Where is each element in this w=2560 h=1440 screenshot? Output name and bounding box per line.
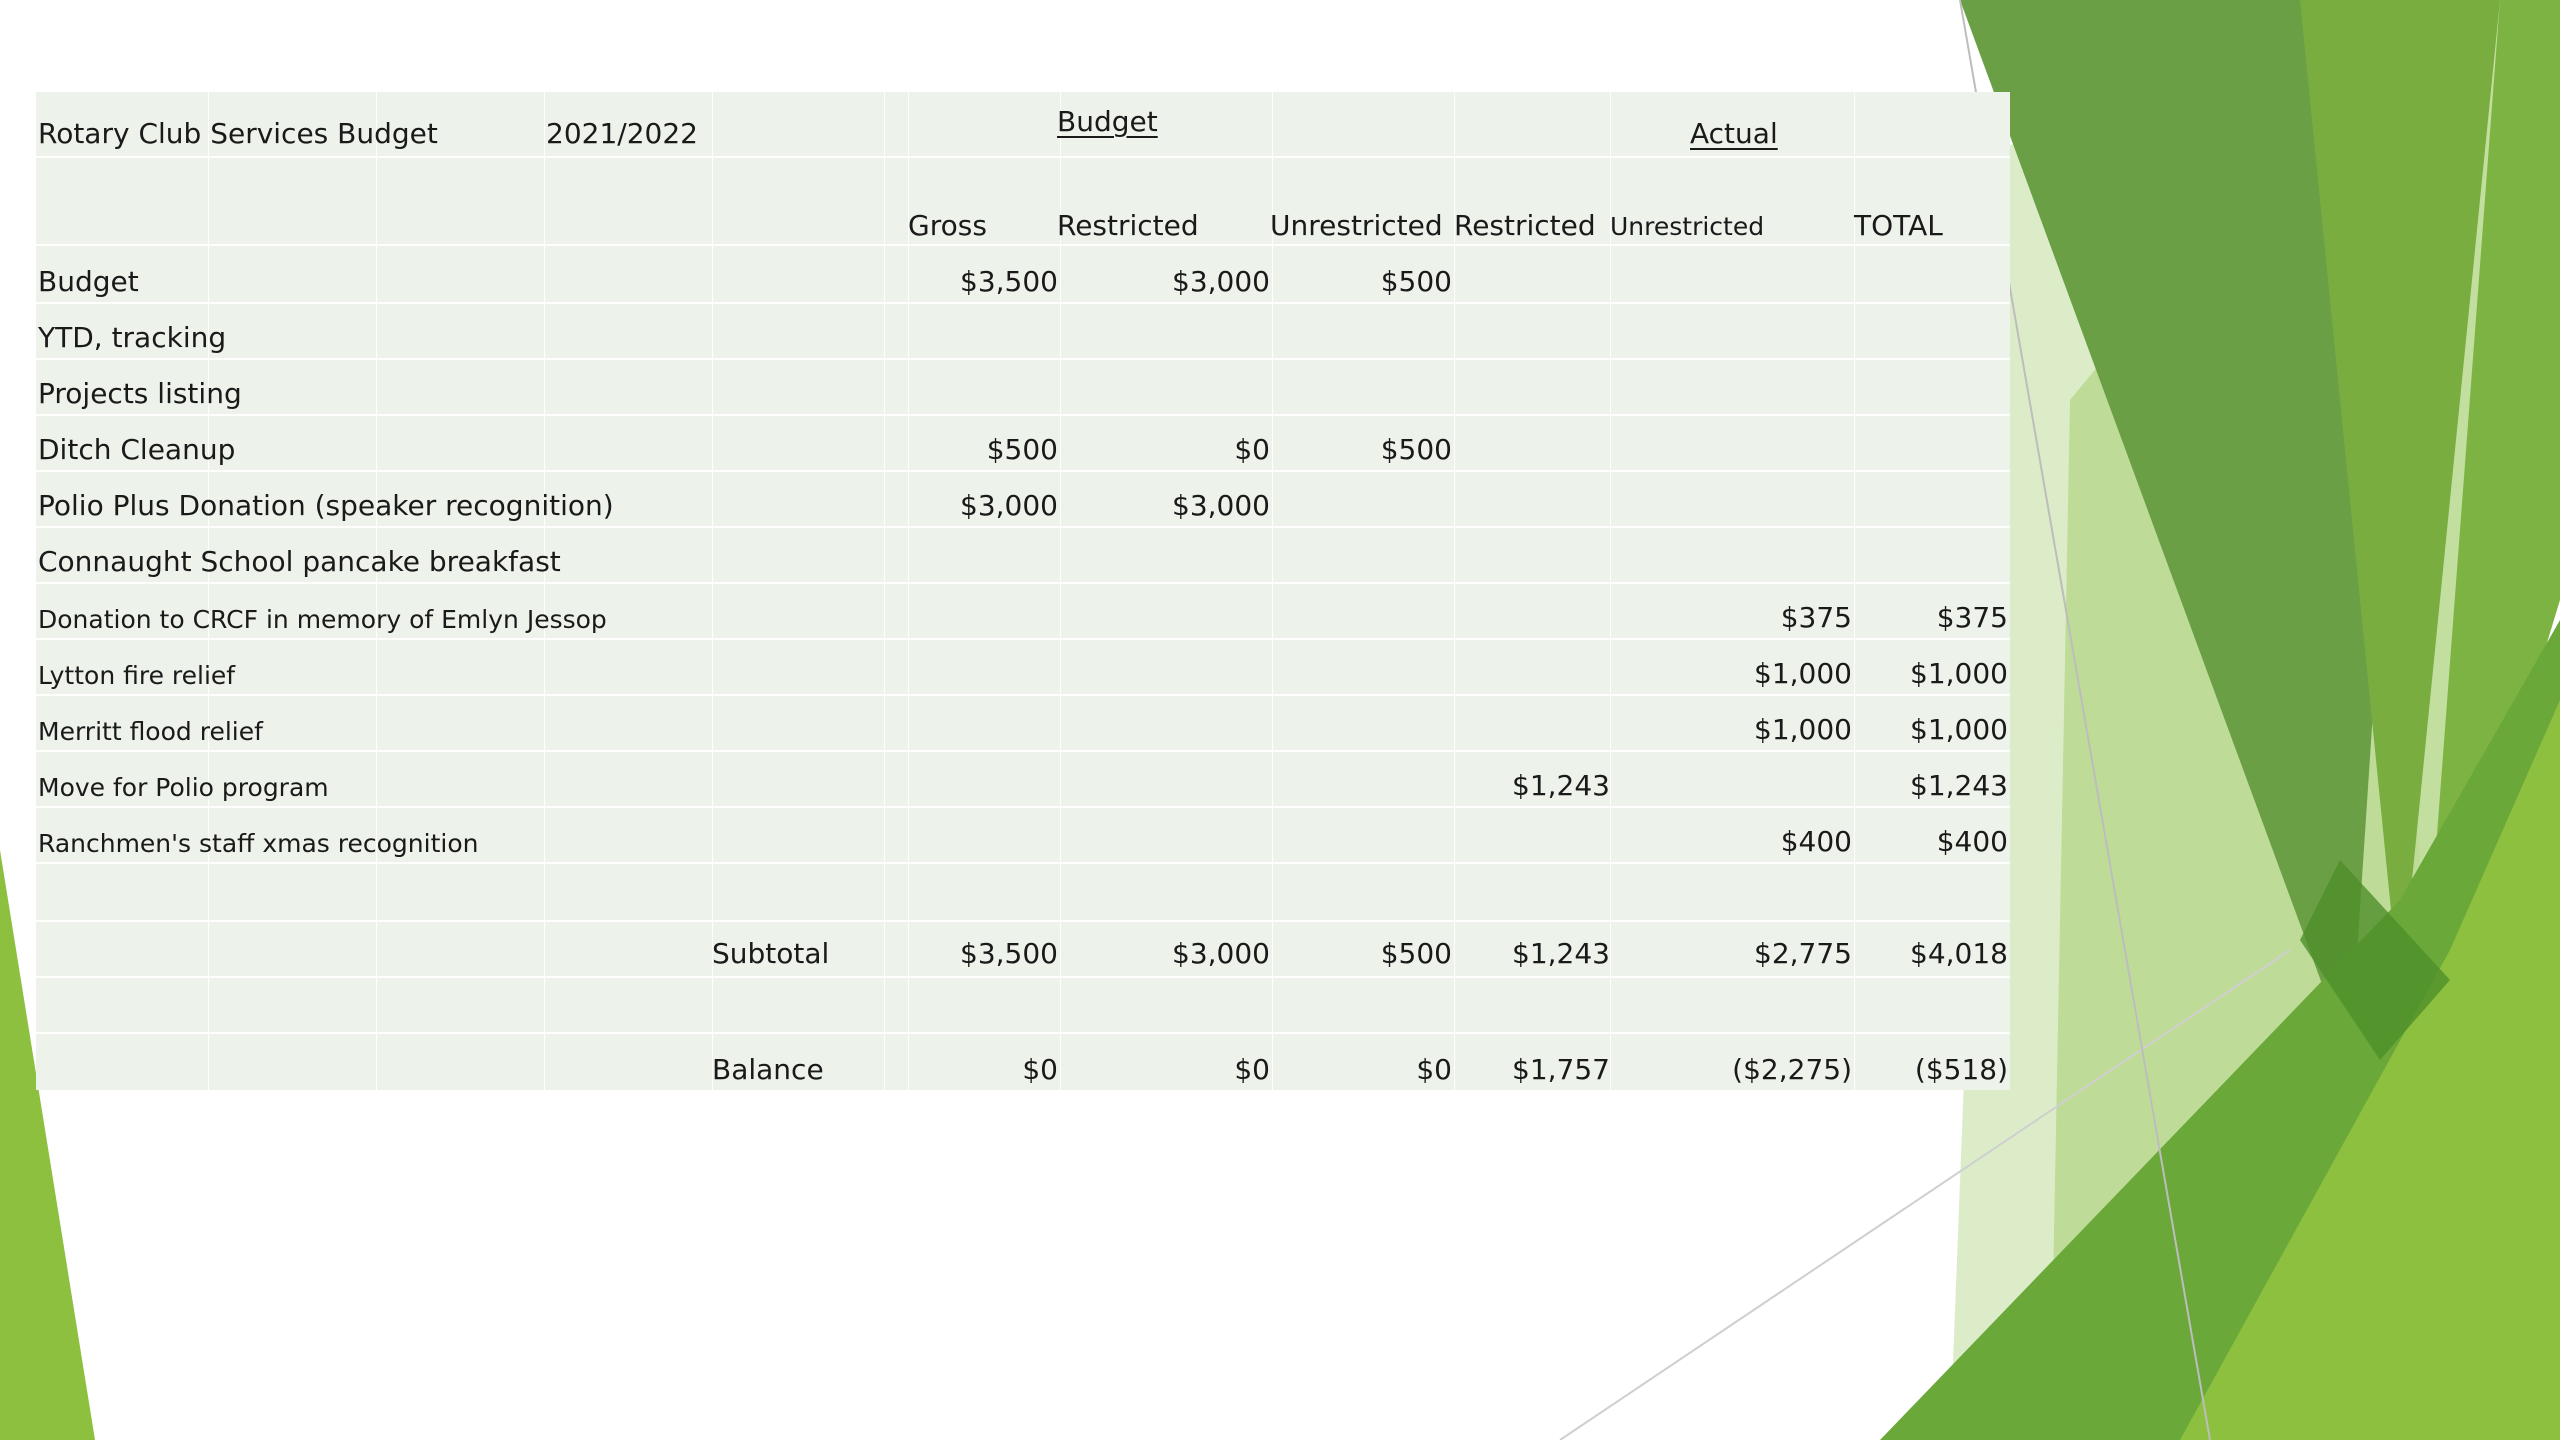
row-label: Merritt flood relief [38,717,263,746]
cell-b-unrestricted: $500 [1380,265,1452,298]
grid-row-line [36,806,2010,808]
subtotal-b-unrestricted: $500 [1380,937,1452,970]
cell-total: $1,243 [1910,769,2008,802]
green-shape-left [0,850,95,1440]
col-header-total: TOTAL [1854,209,1943,242]
cell-total: $1,000 [1910,713,2008,746]
subtotal-gross: $3,500 [960,937,1058,970]
subtotal-label: Subtotal [712,937,830,970]
balance-total: ($518) [1914,1053,2008,1086]
subtotal-a-unrestricted: $2,775 [1754,937,1852,970]
cell-a-unrestricted: $400 [1780,825,1852,858]
row-label: Donation to CRCF in memory of Emlyn Jess… [38,605,607,634]
cell-b-restricted: $0 [1234,433,1270,466]
sheet-title: Rotary Club Services Budget [38,117,438,150]
cell-total: $1,000 [1910,657,2008,690]
cell-total: $400 [1936,825,2008,858]
green-shape-deep [2300,860,2450,1060]
grid-column-line [1454,92,1455,1090]
col-header-actual-restricted: Restricted [1454,209,1596,242]
cell-a-unrestricted: $1,000 [1754,657,1852,690]
grid-column-line [1272,92,1273,1090]
row-label: Projects listing [38,377,242,410]
budget-spreadsheet: Rotary Club Services Budget 2021/2022 Budg… [36,92,2010,1090]
grid-row-line [36,156,2010,158]
cell-b-unrestricted: $500 [1380,433,1452,466]
grid-column-line [908,92,909,1090]
row-label: Lytton fire relief [38,661,236,690]
balance-a-unrestricted: ($2,275) [1732,1053,1852,1086]
subtotal-b-restricted: $3,000 [1172,937,1270,970]
grid-row-line [36,920,2010,922]
grid-row-line [36,358,2010,360]
row-label: Budget [38,265,139,298]
green-shape-dark-1 [1960,0,2420,1060]
cell-gross: $3,000 [960,489,1058,522]
balance-b-unrestricted: $0 [1416,1053,1452,1086]
row-label: Ranchmen's staff xmas recognition [38,829,479,858]
budget-group-header: Budget [1057,105,1158,138]
grid-row-line [36,244,2010,246]
grid-column-line [1854,92,1855,1090]
grid-row-line [36,750,2010,752]
green-shape-dark-2 [2420,0,2560,1060]
fiscal-year: 2021/2022 [546,117,698,150]
grid-column-line [208,92,209,1090]
cell-a-unrestricted: $1,000 [1754,713,1852,746]
cell-a-restricted: $1,243 [1512,769,1610,802]
balance-a-restricted: $1,757 [1512,1053,1610,1086]
col-header-budget-restricted: Restricted [1057,209,1199,242]
cell-a-unrestricted: $375 [1780,601,1852,634]
row-label: Move for Polio program [38,773,329,802]
grid-row-line [36,862,2010,864]
grid-row-line [36,302,2010,304]
grid-row-line [36,526,2010,528]
grid-column-line [376,92,377,1090]
grid-column-line [884,92,885,1090]
grid-row-line [36,414,2010,416]
grid-column-line [712,92,713,1090]
subtotal-a-restricted: $1,243 [1512,937,1610,970]
cell-gross: $3,500 [960,265,1058,298]
col-header-budget-unrestricted: Unrestricted [1270,209,1443,242]
green-shape-mid-1 [2300,0,2500,1000]
grid-column-line [1610,92,1611,1090]
grid-row-line [36,694,2010,696]
cell-b-restricted: $3,000 [1172,489,1270,522]
col-header-actual-unrestricted: Unrestricted [1610,212,1765,241]
grid-row-line [36,638,2010,640]
balance-gross: $0 [1022,1053,1058,1086]
row-label: YTD, tracking [38,321,227,354]
grid-row-line [36,976,2010,978]
green-shape-bright [2180,700,2560,1440]
grid-row-line [36,470,2010,472]
actual-group-header: Actual [1690,117,1778,150]
balance-b-restricted: $0 [1234,1053,1270,1086]
grid-row-line [36,1032,2010,1034]
balance-label: Balance [712,1053,824,1086]
grid-column-line [544,92,545,1090]
grid-column-line [1060,92,1061,1090]
grid-row-line [36,582,2010,584]
row-label: Connaught School pancake breakfast [38,545,561,578]
col-header-gross: Gross [908,209,987,242]
row-label: Polio Plus Donation (speaker recognition… [38,489,614,522]
cell-total: $375 [1936,601,2008,634]
subtotal-total: $4,018 [1910,937,2008,970]
row-label: Ditch Cleanup [38,433,236,466]
thin-line-1 [1559,949,2291,1440]
cell-b-restricted: $3,000 [1172,265,1270,298]
cell-gross: $500 [986,433,1058,466]
